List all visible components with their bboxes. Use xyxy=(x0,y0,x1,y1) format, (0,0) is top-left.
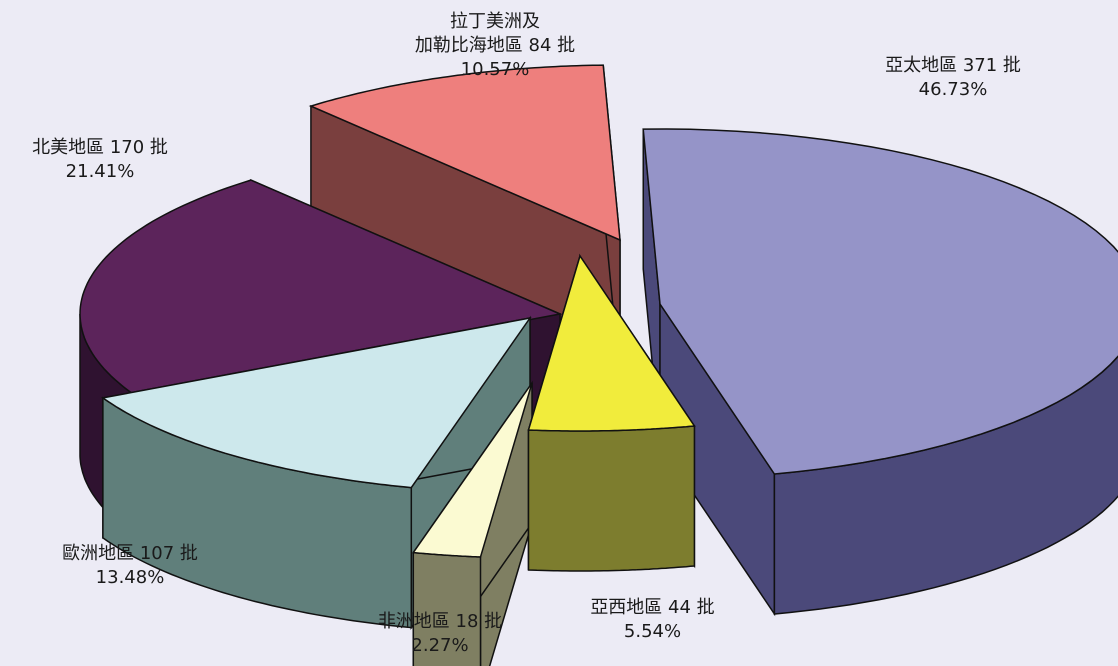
slice-label-text: 加勒比海地區 84 批 xyxy=(414,35,576,56)
slice-percent: 21.41% xyxy=(65,161,135,182)
slice-top-face xyxy=(527,254,696,432)
slice-top-face xyxy=(308,64,621,242)
slice-label-text-line1: 拉丁美洲及 xyxy=(450,11,540,32)
slice-label-text: 亞西地區 44 批 xyxy=(590,597,715,618)
slice-percent: 46.73% xyxy=(918,79,988,100)
slice-top-face xyxy=(411,382,533,558)
slice-label-west-asia: 亞西地區 44 批 5.54% xyxy=(540,596,765,644)
slice-percent: 2.27% xyxy=(411,635,469,656)
slice-label-north-america: 北美地區 170 批 21.41% xyxy=(0,136,200,184)
slice-top-face xyxy=(100,316,532,489)
slice-top-face xyxy=(642,128,1118,475)
slice-label-text: 歐洲地區 107 批 xyxy=(62,543,198,564)
slice-percent: 5.54% xyxy=(623,621,682,642)
slice-label-africa: 非洲地區 18 批 2.27% xyxy=(330,610,550,658)
pie-slice-asia-pacific xyxy=(642,128,1118,617)
slice-label-latin-america: 拉丁美洲及 加勒比海地區 84 批 10.57% xyxy=(380,10,610,82)
slice-label-text: 北美地區 170 批 xyxy=(32,137,168,158)
slice-percent: 10.57% xyxy=(460,59,530,80)
slice-label-asia-pacific: 亞太地區 371 批 46.73% xyxy=(838,54,1068,102)
pie-slice-west-asia xyxy=(527,253,696,572)
slice-label-text: 非洲地區 18 批 xyxy=(377,611,503,632)
slice-label-text: 亞太地區 371 批 xyxy=(885,55,1021,76)
slice-label-europe: 歐洲地區 107 批 13.48% xyxy=(15,542,245,590)
slice-top-face xyxy=(79,179,563,395)
slice-outer-wall xyxy=(527,425,696,572)
slice-percent: 13.48% xyxy=(95,567,165,588)
pie-slice-africa xyxy=(411,380,533,666)
